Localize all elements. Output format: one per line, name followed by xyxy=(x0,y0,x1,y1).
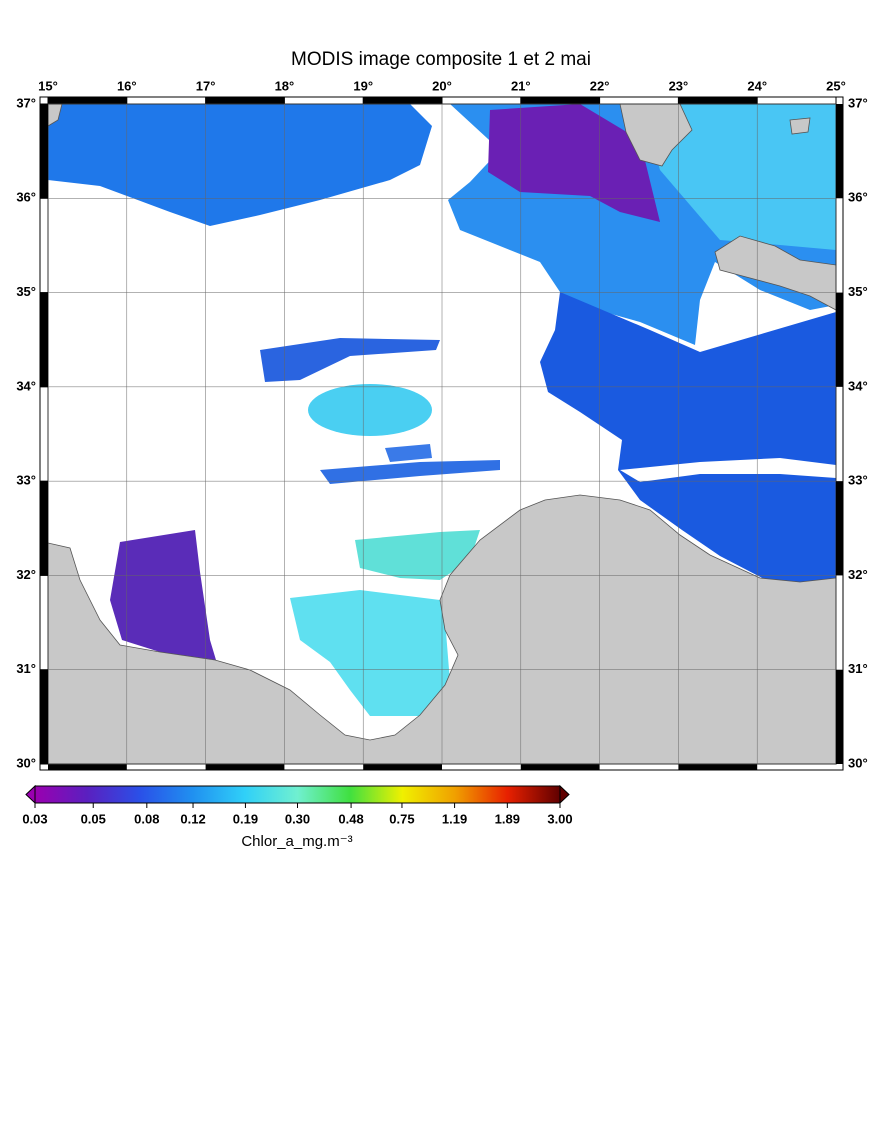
y-tick-label: 30° xyxy=(16,755,36,770)
colorbar-tick-label: 0.30 xyxy=(285,811,310,826)
frame-bar xyxy=(678,764,758,770)
colorbar-tick-label: 0.03 xyxy=(22,811,47,826)
y-tick-label: 35° xyxy=(16,284,36,299)
x-tick-label: 19° xyxy=(353,78,373,93)
frame-bar xyxy=(836,481,843,576)
water-data xyxy=(260,338,440,382)
colorbar-tick-label: 0.75 xyxy=(389,811,414,826)
y-tick-label: 34° xyxy=(848,378,868,393)
frame-bar xyxy=(363,764,442,770)
y-tick-label: 34° xyxy=(16,378,36,393)
colorbar-tick-label: 0.05 xyxy=(81,811,106,826)
y-tick-label: 35° xyxy=(848,284,868,299)
frame-bar xyxy=(48,97,127,104)
colorbar-tick-label: 0.08 xyxy=(134,811,159,826)
water-data xyxy=(355,530,480,580)
frame-bar xyxy=(836,104,843,199)
y-tick-label: 32° xyxy=(16,567,36,582)
colorbar-title: Chlor_a_mg.m⁻³ xyxy=(241,833,352,850)
y-tick-label: 31° xyxy=(848,661,868,676)
y-tick-label: 36° xyxy=(848,190,868,205)
water-data xyxy=(488,104,660,222)
map-axes: 15° 16° 17° 18° 19° 20° 21° 22° 23° 24° 25° 30° 30° 3… xyxy=(16,78,868,771)
x-tick-label: 21° xyxy=(511,78,531,93)
y-tick-label: 33° xyxy=(848,473,868,488)
colorbar-tick-label: 0.48 xyxy=(338,811,363,826)
frame-bar xyxy=(520,764,600,770)
water-data xyxy=(110,530,216,660)
land xyxy=(48,104,63,127)
colorbar-tick-label: 3.00 xyxy=(547,811,572,826)
water-data xyxy=(290,590,450,716)
x-tick-label: 16° xyxy=(117,78,137,93)
y-tick-label: 31° xyxy=(16,661,36,676)
water-data xyxy=(48,104,432,226)
water-data xyxy=(640,104,836,250)
x-tick-label: 23° xyxy=(669,78,689,93)
map-title: MODIS image composite 1 et 2 mai xyxy=(291,49,591,70)
frame-bar xyxy=(363,97,442,104)
x-tick-label: 22° xyxy=(590,78,610,93)
frame-bar xyxy=(40,669,48,764)
frame-bar xyxy=(40,481,48,576)
land xyxy=(48,494,836,764)
water-data xyxy=(320,460,500,484)
water-data xyxy=(540,292,836,582)
y-tick-label: 33° xyxy=(16,473,36,488)
frame-bar xyxy=(836,669,843,764)
frame-bar xyxy=(205,97,285,104)
land xyxy=(789,117,811,135)
colorbar-tick-label: 0.12 xyxy=(180,811,205,826)
land xyxy=(619,104,693,167)
x-tick-label: 17° xyxy=(196,78,216,93)
colorbar-tick-label: 1.19 xyxy=(442,811,467,826)
frame-bar xyxy=(40,292,48,387)
frame-bar xyxy=(40,104,48,199)
x-tick-label: 18° xyxy=(275,78,295,93)
x-tick-label: 15° xyxy=(38,78,58,93)
colorbar-tick-label: 1.89 xyxy=(495,811,520,826)
frame-bar xyxy=(520,97,600,104)
land xyxy=(714,235,836,311)
colorbar-high-arrow xyxy=(559,784,570,805)
frame-bar xyxy=(205,764,285,770)
water-data xyxy=(308,384,432,436)
colorbar-low-arrow xyxy=(25,784,36,805)
colorbar-tick-label: 0.19 xyxy=(233,811,258,826)
y-tick-label: 30° xyxy=(848,755,868,770)
colorbar xyxy=(34,785,561,804)
x-tick-label: 24° xyxy=(747,78,767,93)
water-data xyxy=(385,444,432,462)
y-tick-label: 37° xyxy=(16,95,36,110)
y-tick-label: 32° xyxy=(848,567,868,582)
frame-bar xyxy=(678,97,758,104)
frame-bar xyxy=(836,292,843,387)
x-tick-label: 20° xyxy=(432,78,452,93)
frame-bar xyxy=(48,764,127,770)
x-tick-label: 25° xyxy=(826,78,846,93)
y-tick-label: 37° xyxy=(848,95,868,110)
data-gap xyxy=(620,458,836,482)
y-tick-label: 36° xyxy=(16,190,36,205)
